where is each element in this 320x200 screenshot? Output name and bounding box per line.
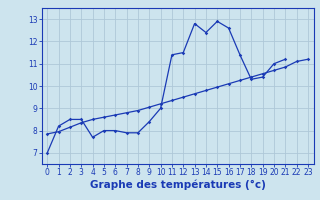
X-axis label: Graphe des températures (°c): Graphe des températures (°c) (90, 180, 266, 190)
